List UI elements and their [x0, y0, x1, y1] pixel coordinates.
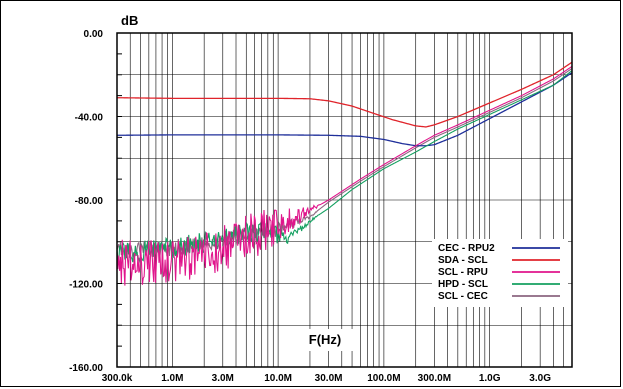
- series-line-2: [116, 65, 573, 286]
- y-tick-label: -160.00: [69, 363, 103, 374]
- series-line-1: [116, 61, 573, 128]
- y-tick-label: -40.00: [75, 113, 104, 124]
- x-tick-label: 10.0M: [264, 373, 292, 384]
- x-tick-label: 1.0M: [161, 373, 183, 384]
- legend-label: CEC - RPU2: [438, 243, 495, 254]
- grid-lines: [116, 33, 573, 367]
- x-axis-label-background: [295, 329, 355, 351]
- series-lines: [116, 61, 573, 286]
- plot-area-border: [116, 32, 573, 368]
- x-axis-label: F(Hz): [309, 332, 342, 347]
- legend-label: SDA - SCL: [438, 255, 488, 266]
- x-tick-label: 300.0k: [102, 373, 133, 384]
- y-tick-label: 0.00: [84, 29, 104, 40]
- legend-label: HPD - SCL: [438, 279, 488, 290]
- y-axis-ticks: 0.00 -40.00 -80.00 -120.00 -160.00: [69, 29, 103, 374]
- x-tick-label: 3.0M: [212, 373, 234, 384]
- legend-label: SCL - RPU: [438, 267, 488, 278]
- y-tick-label: -120.00: [69, 280, 103, 291]
- x-tick-label: 100.0M: [367, 373, 400, 384]
- x-tick-label: 1.0G: [479, 373, 501, 384]
- y-tick-label: -80.00: [75, 196, 104, 207]
- x-tick-label: 300.0M: [418, 373, 451, 384]
- x-axis-ticks: 300.0k 1.0M 3.0M 10.0M 30.0M 100.0M 300.0M 1.0G…: [102, 373, 552, 384]
- legend-label: SCL - CEC: [438, 291, 488, 302]
- x-tick-label: 30.0M: [315, 373, 343, 384]
- series-line-3: [116, 70, 573, 264]
- x-tick-label: 3.0G: [529, 373, 551, 384]
- series-line-0: [116, 72, 573, 147]
- y-axis-label: dB: [121, 13, 138, 28]
